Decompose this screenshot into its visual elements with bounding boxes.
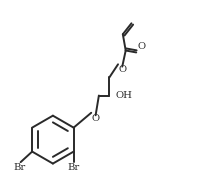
Text: O: O <box>119 65 127 74</box>
Text: O: O <box>92 114 100 123</box>
Text: Br: Br <box>14 163 26 172</box>
Text: O: O <box>137 42 145 51</box>
Text: OH: OH <box>115 91 132 100</box>
Text: Br: Br <box>68 163 80 172</box>
